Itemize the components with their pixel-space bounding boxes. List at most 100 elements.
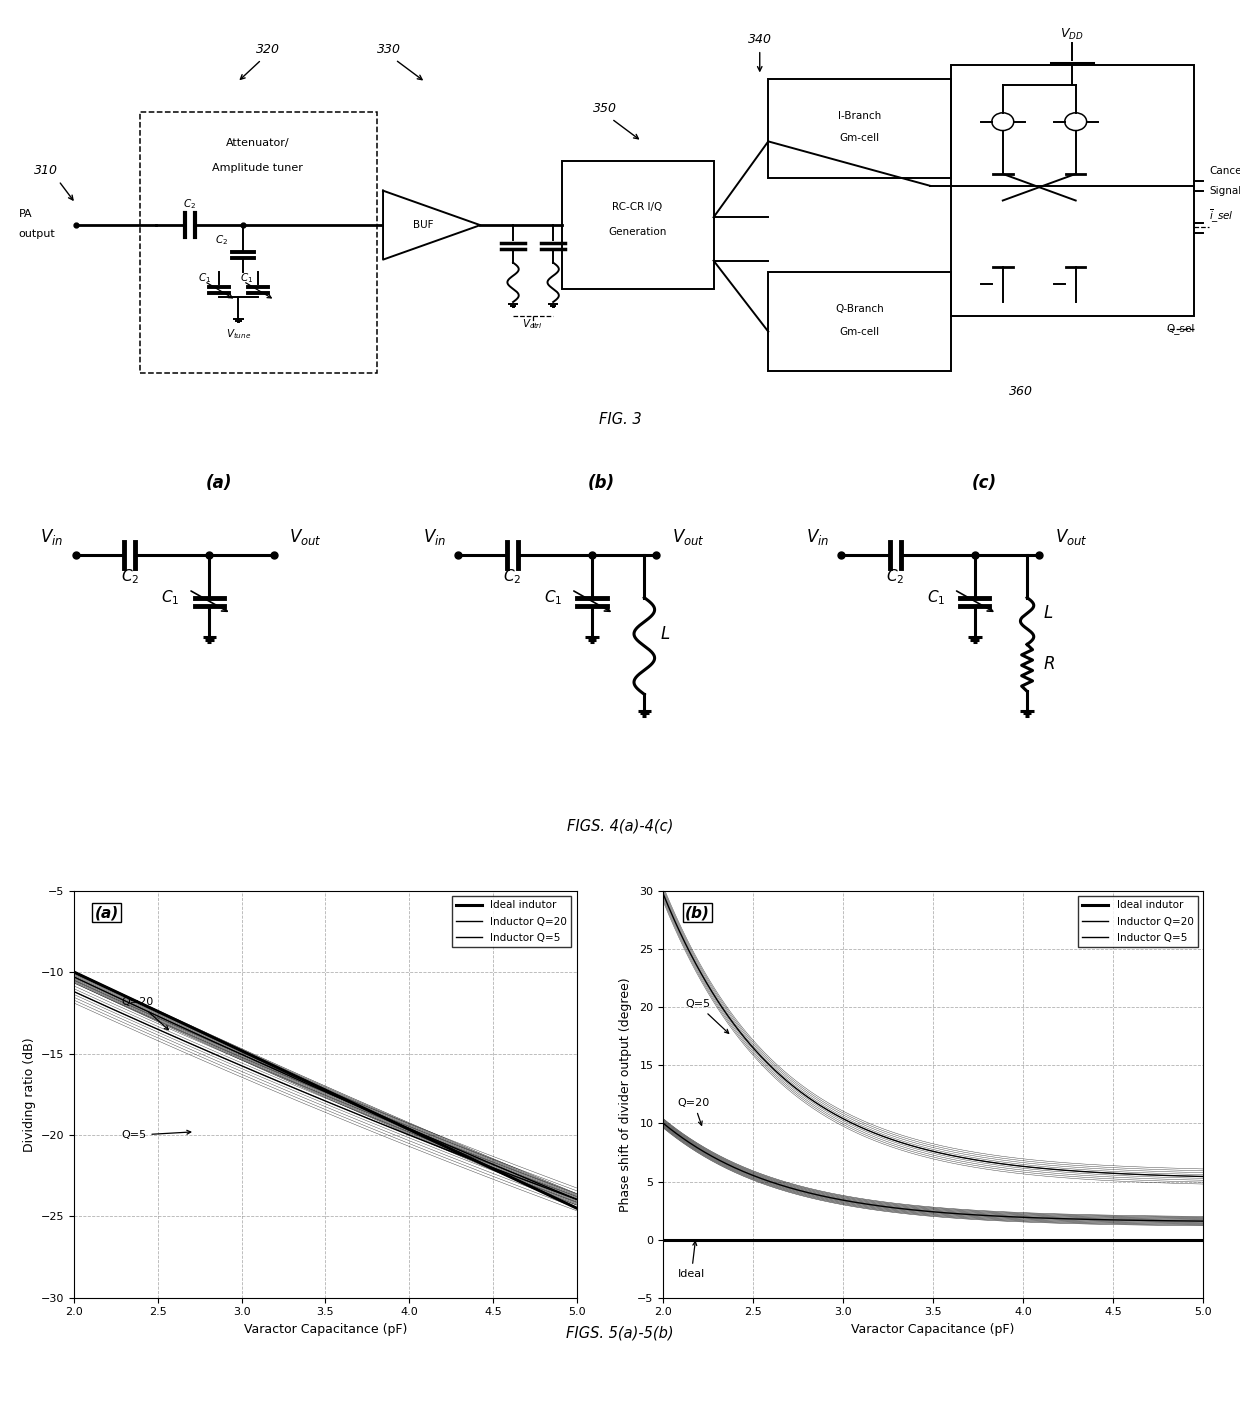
Y-axis label: Phase shift of divider output (degree): Phase shift of divider output (degree) (619, 976, 631, 1212)
Ideal indutor (1183, 1232, 1198, 1249)
Text: Amplitude tuner: Amplitude tuner (212, 163, 304, 173)
Text: FIGS. 5(a)-5(b): FIGS. 5(a)-5(b) (567, 1324, 673, 1340)
Text: Ideal: Ideal (678, 1242, 706, 1280)
Text: 310: 310 (35, 164, 58, 177)
Text: $V_{DD}$: $V_{DD}$ (1060, 27, 1084, 42)
Text: Signal: Signal (1209, 185, 1240, 195)
Text: 320: 320 (255, 42, 279, 56)
Ideal indutor (67, 964, 82, 981)
Text: $L$: $L$ (1043, 603, 1053, 622)
Text: Q-Branch: Q-Branch (835, 304, 884, 314)
Text: Cancellation: Cancellation (1209, 166, 1240, 175)
Inductor Q=20 (339, 1093, 353, 1110)
Inductor Q=20 (1099, 1211, 1114, 1228)
Inductor Q=20 (569, 1191, 584, 1208)
Inductor Q=5 (1183, 1167, 1198, 1184)
Ideal indutor (339, 1092, 353, 1108)
Text: RC-CR I/Q: RC-CR I/Q (613, 202, 662, 212)
Text: I-Branch: I-Branch (838, 111, 880, 121)
Text: (b): (b) (588, 474, 615, 492)
Inductor Q=20 (366, 1104, 381, 1121)
Text: $C_1$: $C_1$ (198, 271, 211, 285)
Inductor Q=5 (366, 1113, 381, 1129)
Text: $V_{out}$: $V_{out}$ (672, 526, 706, 547)
Text: $\overline{i}\_sel$: $\overline{i}\_sel$ (1209, 208, 1234, 224)
Line: Inductor Q=20: Inductor Q=20 (74, 976, 577, 1200)
Inductor Q=5 (569, 1191, 584, 1208)
Inductor Q=5 (915, 1141, 930, 1157)
Inductor Q=5 (1099, 1164, 1114, 1181)
Inductor Q=20 (1183, 1212, 1198, 1229)
Text: (a): (a) (94, 905, 119, 920)
Inductor Q=5 (479, 1156, 494, 1173)
Text: $C_2$: $C_2$ (215, 233, 228, 247)
Line: Inductor Q=5: Inductor Q=5 (74, 992, 577, 1200)
Text: 330: 330 (377, 42, 401, 56)
Text: $L$: $L$ (660, 626, 671, 644)
Text: $V_{out}$: $V_{out}$ (1055, 526, 1087, 547)
Inductor Q=20 (947, 1205, 962, 1222)
Ideal indutor (913, 1232, 928, 1249)
Ideal indutor (305, 1076, 320, 1093)
Text: Q=20: Q=20 (678, 1099, 711, 1125)
Text: $C_1$: $C_1$ (161, 589, 180, 607)
Inductor Q=20 (656, 1115, 671, 1132)
Line: Inductor Q=20: Inductor Q=20 (663, 1124, 1203, 1221)
Inductor Q=20 (67, 968, 82, 985)
Inductor Q=20 (915, 1202, 930, 1219)
Text: 350: 350 (594, 102, 618, 115)
Text: $V_{ctrl}$: $V_{ctrl}$ (522, 317, 543, 331)
Text: (c): (c) (972, 474, 997, 492)
Text: $R$: $R$ (1043, 655, 1055, 673)
Ideal indutor (1195, 1232, 1210, 1249)
Text: BUF: BUF (413, 220, 434, 230)
Text: Gm-cell: Gm-cell (839, 327, 879, 337)
Line: Inductor Q=5: Inductor Q=5 (663, 894, 1203, 1177)
Ideal indutor (366, 1104, 381, 1121)
Inductor Q=20 (1195, 1212, 1210, 1229)
X-axis label: Varactor Capacitance (pF): Varactor Capacitance (pF) (852, 1323, 1014, 1336)
Legend: Ideal indutor, Inductor Q=20, Inductor Q=5: Ideal indutor, Inductor Q=20, Inductor Q… (1078, 897, 1198, 947)
Inductor Q=5 (977, 1153, 992, 1170)
Text: Q=5: Q=5 (122, 1131, 191, 1141)
Text: Q=5: Q=5 (684, 999, 729, 1034)
Text: output: output (19, 229, 56, 239)
Inductor Q=5 (557, 1187, 572, 1204)
Text: FIGS. 4(a)-4(c): FIGS. 4(a)-4(c) (567, 819, 673, 833)
Inductor Q=5 (309, 1089, 324, 1106)
Y-axis label: Dividing ratio (dB): Dividing ratio (dB) (22, 1037, 36, 1152)
Inductor Q=5 (1195, 1169, 1210, 1186)
Text: Q=20: Q=20 (122, 996, 169, 1030)
Inductor Q=20 (309, 1079, 324, 1096)
Ideal indutor (947, 1232, 962, 1249)
Text: Attenuator/: Attenuator/ (226, 139, 290, 149)
Text: $V_{tune}$: $V_{tune}$ (226, 327, 250, 341)
Text: $V_{in}$: $V_{in}$ (806, 526, 830, 547)
Text: $V_{out}$: $V_{out}$ (289, 526, 322, 547)
Text: $C_2$: $C_2$ (503, 568, 522, 586)
Inductor Q=20 (977, 1207, 992, 1223)
Polygon shape (383, 191, 480, 260)
Text: $C_1$: $C_1$ (241, 271, 253, 285)
Ideal indutor (915, 1232, 930, 1249)
Text: $C_2$: $C_2$ (120, 568, 139, 586)
Ideal indutor (977, 1232, 992, 1249)
Inductor Q=5 (656, 885, 671, 902)
Text: $V_{in}$: $V_{in}$ (40, 526, 63, 547)
Text: $C_1$: $C_1$ (544, 589, 563, 607)
Text: FIG. 3: FIG. 3 (599, 412, 641, 427)
Ideal indutor (479, 1157, 494, 1174)
Text: Q_sel: Q_sel (1167, 324, 1195, 334)
Line: Ideal indutor: Ideal indutor (74, 972, 577, 1208)
Legend: Ideal indutor, Inductor Q=20, Inductor Q=5: Ideal indutor, Inductor Q=20, Inductor Q… (451, 897, 572, 947)
Ideal indutor (557, 1194, 572, 1211)
Text: PA: PA (19, 209, 32, 219)
Inductor Q=20 (479, 1153, 494, 1170)
X-axis label: Varactor Capacitance (pF): Varactor Capacitance (pF) (244, 1323, 407, 1336)
Text: Generation: Generation (609, 227, 667, 237)
Text: $C_2$: $C_2$ (887, 568, 904, 586)
Text: $V_{in}$: $V_{in}$ (423, 526, 446, 547)
Inductor Q=20 (557, 1186, 572, 1202)
Ideal indutor (656, 1232, 671, 1249)
Text: $C_1$: $C_1$ (926, 589, 945, 607)
